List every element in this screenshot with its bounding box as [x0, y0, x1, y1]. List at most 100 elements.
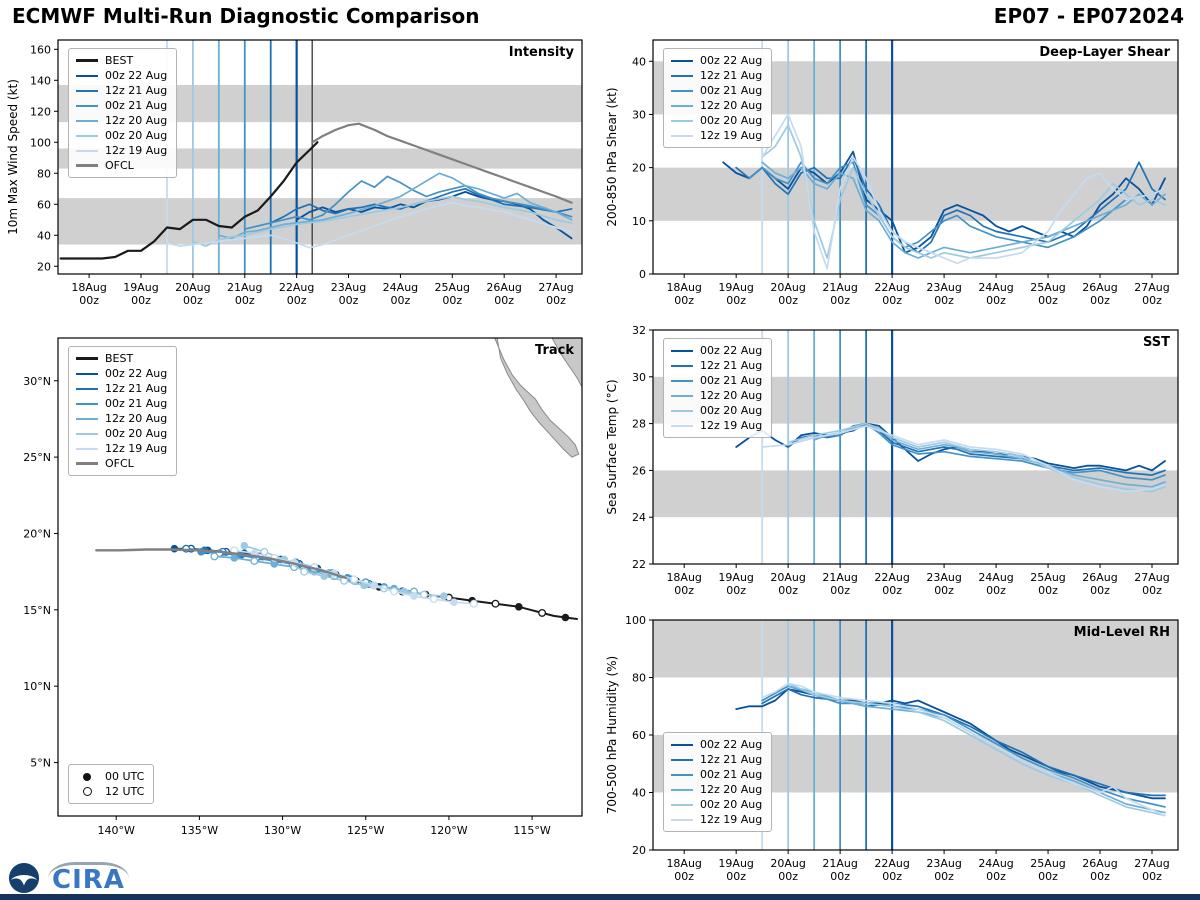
- track-axis-ticks: 140°W 135°W 130°W 125°W 120°W 115°W 5°N 10°N 15°…: [23, 375, 551, 837]
- intensity-series: [59, 122, 573, 260]
- svg-text:23Aug: 23Aug: [926, 857, 961, 870]
- track-point-12utc: [250, 557, 259, 565]
- legend-label: 12z 20 Aug: [105, 114, 168, 127]
- shear-axes-frame: [652, 39, 1179, 275]
- intensity-panel: 18Aug 00z 19Aug 00z 20Aug 00z 21Aug 00z 22Aug 00z…: [2, 30, 596, 322]
- legend-label: 12z 19 Aug: [700, 813, 763, 826]
- legend-line-swatch: [76, 74, 98, 77]
- svg-text:22Aug: 22Aug: [874, 857, 909, 870]
- svg-text:27Aug: 27Aug: [1134, 281, 1169, 294]
- svg-text:00z: 00z: [1038, 870, 1058, 883]
- legend-line-swatch: [76, 417, 98, 420]
- svg-text:00z: 00z: [494, 294, 514, 307]
- svg-text:00z: 00z: [1038, 294, 1058, 307]
- legend-label: 00z 20 Aug: [105, 129, 168, 142]
- track-point-12utc: [429, 595, 438, 604]
- legend-line-swatch: [671, 59, 693, 62]
- track-point-12utc: [390, 587, 398, 596]
- svg-text:00z: 00z: [1090, 584, 1110, 597]
- svg-text:00z: 00z: [830, 870, 850, 883]
- rh-axis-ticks: 18Aug00z19Aug00z20Aug00z21Aug00z22Aug00z…: [605, 614, 1170, 883]
- logo-area: CIRA: [8, 860, 129, 896]
- svg-text:60: 60: [632, 729, 646, 742]
- legend-item: 00 UTC: [76, 769, 144, 784]
- rh-panel: 18Aug 00z 19Aug 00z 20Aug 00z 21Aug 00z 22Aug 00z…: [601, 612, 1198, 898]
- legend-item: 12z 21 Aug: [671, 752, 762, 767]
- svg-text:00z: 00z: [778, 870, 798, 883]
- svg-text:27Aug: 27Aug: [1134, 571, 1169, 584]
- legend-line-swatch: [76, 372, 98, 375]
- svg-text:21Aug: 21Aug: [227, 281, 262, 294]
- sst-axis-ticks: 18Aug00z19Aug00z20Aug00z21Aug00z22Aug00z…: [605, 324, 1170, 597]
- svg-text:80: 80: [632, 672, 646, 685]
- svg-text:22: 22: [632, 558, 646, 571]
- sst-series: [735, 422, 1166, 493]
- svg-text:00z: 00z: [986, 870, 1006, 883]
- svg-text:22Aug: 22Aug: [874, 281, 909, 294]
- legend-line-swatch: [671, 818, 693, 821]
- svg-text:00z: 00z: [1090, 870, 1110, 883]
- series-line-00z-22-aug: [735, 422, 1166, 472]
- svg-text:26Aug: 26Aug: [1082, 857, 1117, 870]
- legend-line-swatch: [671, 119, 693, 122]
- svg-text:60: 60: [37, 198, 51, 211]
- track-point-00utc: [450, 598, 458, 607]
- legend-item: 00z 20 Aug: [671, 797, 762, 812]
- legend-label: 12z 19 Aug: [700, 129, 763, 142]
- storm-id-title: EP07 - EP072024: [993, 4, 1184, 28]
- series-line-12z-19-aug: [761, 113, 1166, 270]
- track-point-00utc: [320, 572, 329, 580]
- svg-text:19Aug: 19Aug: [718, 281, 753, 294]
- legend-item: 12z 21 Aug: [671, 68, 762, 83]
- legend-line-swatch: [671, 104, 693, 107]
- rh-series: [735, 682, 1166, 817]
- series-line-12z-20-aug: [813, 425, 1166, 488]
- svg-text:25Aug: 25Aug: [435, 281, 470, 294]
- legend-item: 00z 21 Aug: [76, 396, 167, 411]
- svg-text:5°N: 5°N: [30, 757, 51, 770]
- legend-label: 00z 22 Aug: [105, 69, 168, 82]
- track-point-12utc: [210, 552, 219, 561]
- legend-item: 12z 20 Aug: [671, 782, 762, 797]
- svg-text:15°N: 15°N: [23, 604, 51, 617]
- svg-text:00z: 00z: [934, 294, 954, 307]
- svg-text:00z: 00z: [183, 294, 203, 307]
- svg-text:00z: 00z: [726, 870, 746, 883]
- legend-item: 12z 20 Aug: [671, 98, 762, 113]
- svg-text:00z: 00z: [1090, 294, 1110, 307]
- svg-text:700-500 hPa Humidity (%): 700-500 hPa Humidity (%): [605, 656, 619, 814]
- svg-text:125°W: 125°W: [347, 824, 384, 837]
- legend-item: 12z 19 Aug: [671, 418, 762, 433]
- legend-line-swatch: [671, 349, 693, 352]
- track-point-00utc: [440, 592, 448, 600]
- svg-text:00z: 00z: [1142, 584, 1162, 597]
- svg-text:27Aug: 27Aug: [538, 281, 573, 294]
- svg-text:40: 40: [632, 55, 646, 68]
- legend-line-swatch: [76, 164, 98, 167]
- legend-label: OFCL: [105, 159, 134, 172]
- svg-text:00z: 00z: [79, 294, 99, 307]
- legend-line-swatch: [671, 758, 693, 761]
- legend-label: 12z 20 Aug: [700, 99, 763, 112]
- svg-text:00z: 00z: [726, 294, 746, 307]
- rh-panel-title: Mid-Level RH: [1073, 625, 1170, 640]
- noaa-logo: [8, 862, 40, 894]
- series-line-12z-20-aug: [761, 161, 1166, 259]
- intensity-legend: BEST 00z 22 Aug 12z 21 Aug 00z 21 Aug 12z 20…: [68, 48, 178, 178]
- svg-text:26Aug: 26Aug: [1082, 571, 1117, 584]
- legend-label: 00z 22 Aug: [700, 54, 763, 67]
- legend-line-swatch: [671, 743, 693, 746]
- svg-text:23Aug: 23Aug: [926, 281, 961, 294]
- svg-text:00z: 00z: [546, 294, 566, 307]
- svg-text:00z: 00z: [235, 294, 255, 307]
- legend-label: 12z 19 Aug: [105, 144, 168, 157]
- svg-text:18Aug: 18Aug: [666, 571, 701, 584]
- svg-text:18Aug: 18Aug: [71, 281, 106, 294]
- svg-text:40: 40: [632, 787, 646, 800]
- legend-line-swatch: [671, 773, 693, 776]
- legend-label: 12z 21 Aug: [105, 84, 168, 97]
- svg-text:140: 140: [30, 74, 51, 87]
- svg-text:100: 100: [30, 136, 51, 149]
- legend-item: 12 UTC: [76, 784, 144, 799]
- legend-item: 12z 19 Aug: [76, 441, 167, 456]
